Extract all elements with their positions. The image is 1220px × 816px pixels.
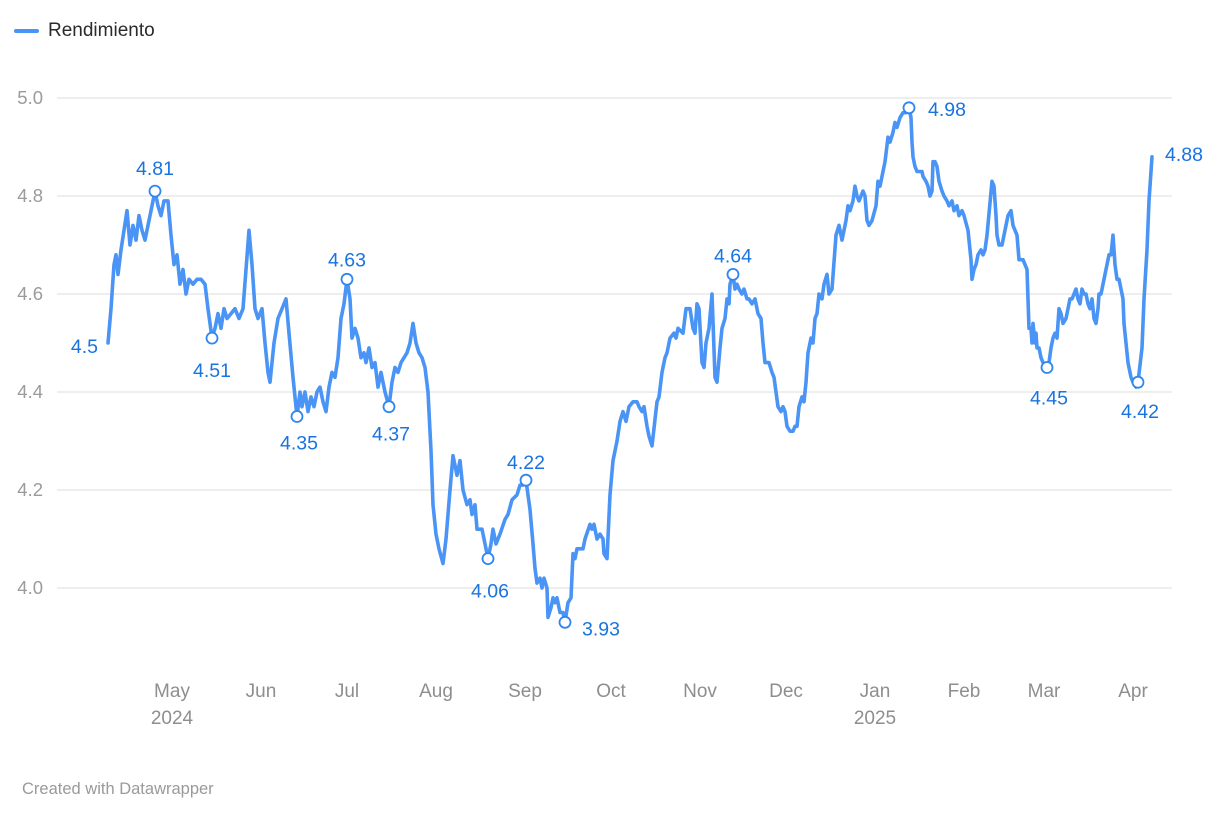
y-axis-tick-label: 4.4 [17,381,43,402]
data-point-value-label: 4.5 [71,336,98,358]
data-point-value-label: 4.51 [193,360,231,382]
data-point-marker[interactable] [205,331,219,345]
x-axis-year-label: 2025 [854,708,896,729]
data-point-value-label: 4.63 [328,249,366,271]
x-axis-month-label: May [154,681,190,702]
legend: Rendimiento [14,20,155,42]
x-axis-month-label: Feb [948,681,981,702]
data-point-value-label: 4.22 [507,452,545,474]
data-point-marker[interactable] [481,552,495,565]
data-point-value-label: 4.88 [1165,144,1203,166]
data-point-marker[interactable] [340,272,354,286]
x-axis-month-label: Nov [683,681,717,702]
yield-line-series[interactable] [106,106,1154,625]
y-axis-tick-label: 4.8 [17,185,43,206]
data-point-marker[interactable] [558,615,572,629]
attribution: Created with Datawrapper [22,780,214,799]
x-axis-year-label: 2024 [151,708,194,729]
y-axis-tick-label: 4.0 [17,577,43,598]
y-axis-tick-label: 4.2 [17,479,43,500]
data-point-value-label: 4.37 [372,424,410,446]
data-point-marker[interactable] [1040,361,1054,374]
y-axis-tick-label: 5.0 [17,87,43,108]
data-point-marker[interactable] [382,400,396,414]
x-axis-month-label: Oct [596,681,626,702]
data-point-value-label: 4.45 [1030,388,1068,410]
y-axis-tick-label: 4.6 [17,283,43,304]
data-point-marker[interactable] [519,473,533,487]
data-point-marker[interactable] [1131,375,1145,389]
legend-series-label: Rendimiento [48,20,155,41]
data-point-value-label: 4.06 [471,581,509,603]
x-axis-month-label: Dec [769,681,803,702]
data-point-value-label: 4.35 [280,433,318,455]
x-axis-month-label: Jun [246,681,277,702]
x-axis-month-label: Aug [419,681,453,702]
data-point-marker[interactable] [902,101,916,115]
data-point-marker[interactable] [290,410,304,423]
data-point-marker[interactable] [726,267,740,281]
data-point-marker[interactable] [148,184,162,198]
legend-line-swatch [14,29,39,33]
data-point-value-label: 4.81 [136,158,174,180]
x-axis-month-label: Jul [335,681,359,702]
x-axis-month-label: Mar [1028,681,1061,702]
attribution-text: Created with Datawrapper [22,780,214,798]
x-axis-month-label: Sep [508,681,542,702]
data-point-value-label: 3.93 [582,618,620,640]
data-point-value-label: 4.98 [928,99,966,121]
x-axis-month-label: Jan [860,681,891,702]
data-point-value-label: 4.42 [1121,401,1159,423]
data-point-value-label: 4.64 [714,245,752,267]
x-axis-month-label: Apr [1118,681,1148,702]
